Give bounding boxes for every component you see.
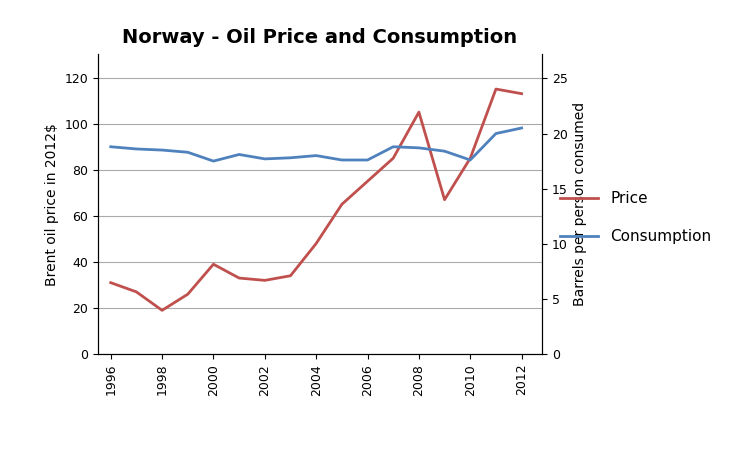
Legend: Price, Consumption: Price, Consumption (553, 185, 718, 251)
Price (286, 273, 295, 278)
Price (157, 308, 166, 313)
Price (183, 291, 192, 297)
Consumption (414, 145, 423, 151)
Consumption (157, 148, 166, 153)
Price (517, 91, 526, 96)
Consumption (261, 156, 270, 162)
Consumption (466, 157, 475, 163)
Price (440, 197, 449, 202)
Y-axis label: Brent oil price in 2012$: Brent oil price in 2012$ (44, 123, 59, 286)
Price (132, 289, 141, 295)
Price (363, 178, 372, 184)
Price (261, 278, 270, 283)
Price (337, 202, 346, 207)
Consumption (440, 148, 449, 154)
Consumption (337, 157, 346, 163)
Y-axis label: Barrels per person consumed: Barrels per person consumed (573, 102, 587, 306)
Consumption (312, 153, 321, 158)
Consumption (389, 144, 398, 149)
Consumption (517, 125, 526, 131)
Title: Norway - Oil Price and Consumption: Norway - Oil Price and Consumption (123, 28, 517, 47)
Price (414, 109, 423, 115)
Consumption (209, 158, 218, 164)
Price (312, 241, 321, 246)
Price (389, 155, 398, 161)
Consumption (286, 155, 295, 161)
Price (235, 275, 244, 281)
Line: Consumption: Consumption (111, 128, 522, 161)
Consumption (183, 149, 192, 155)
Consumption (132, 146, 141, 152)
Price (209, 262, 218, 267)
Price (106, 280, 115, 286)
Price (492, 86, 501, 92)
Consumption (492, 131, 501, 136)
Consumption (363, 157, 372, 163)
Price (466, 155, 475, 161)
Consumption (235, 152, 244, 157)
Consumption (106, 144, 115, 149)
Line: Price: Price (111, 89, 522, 311)
